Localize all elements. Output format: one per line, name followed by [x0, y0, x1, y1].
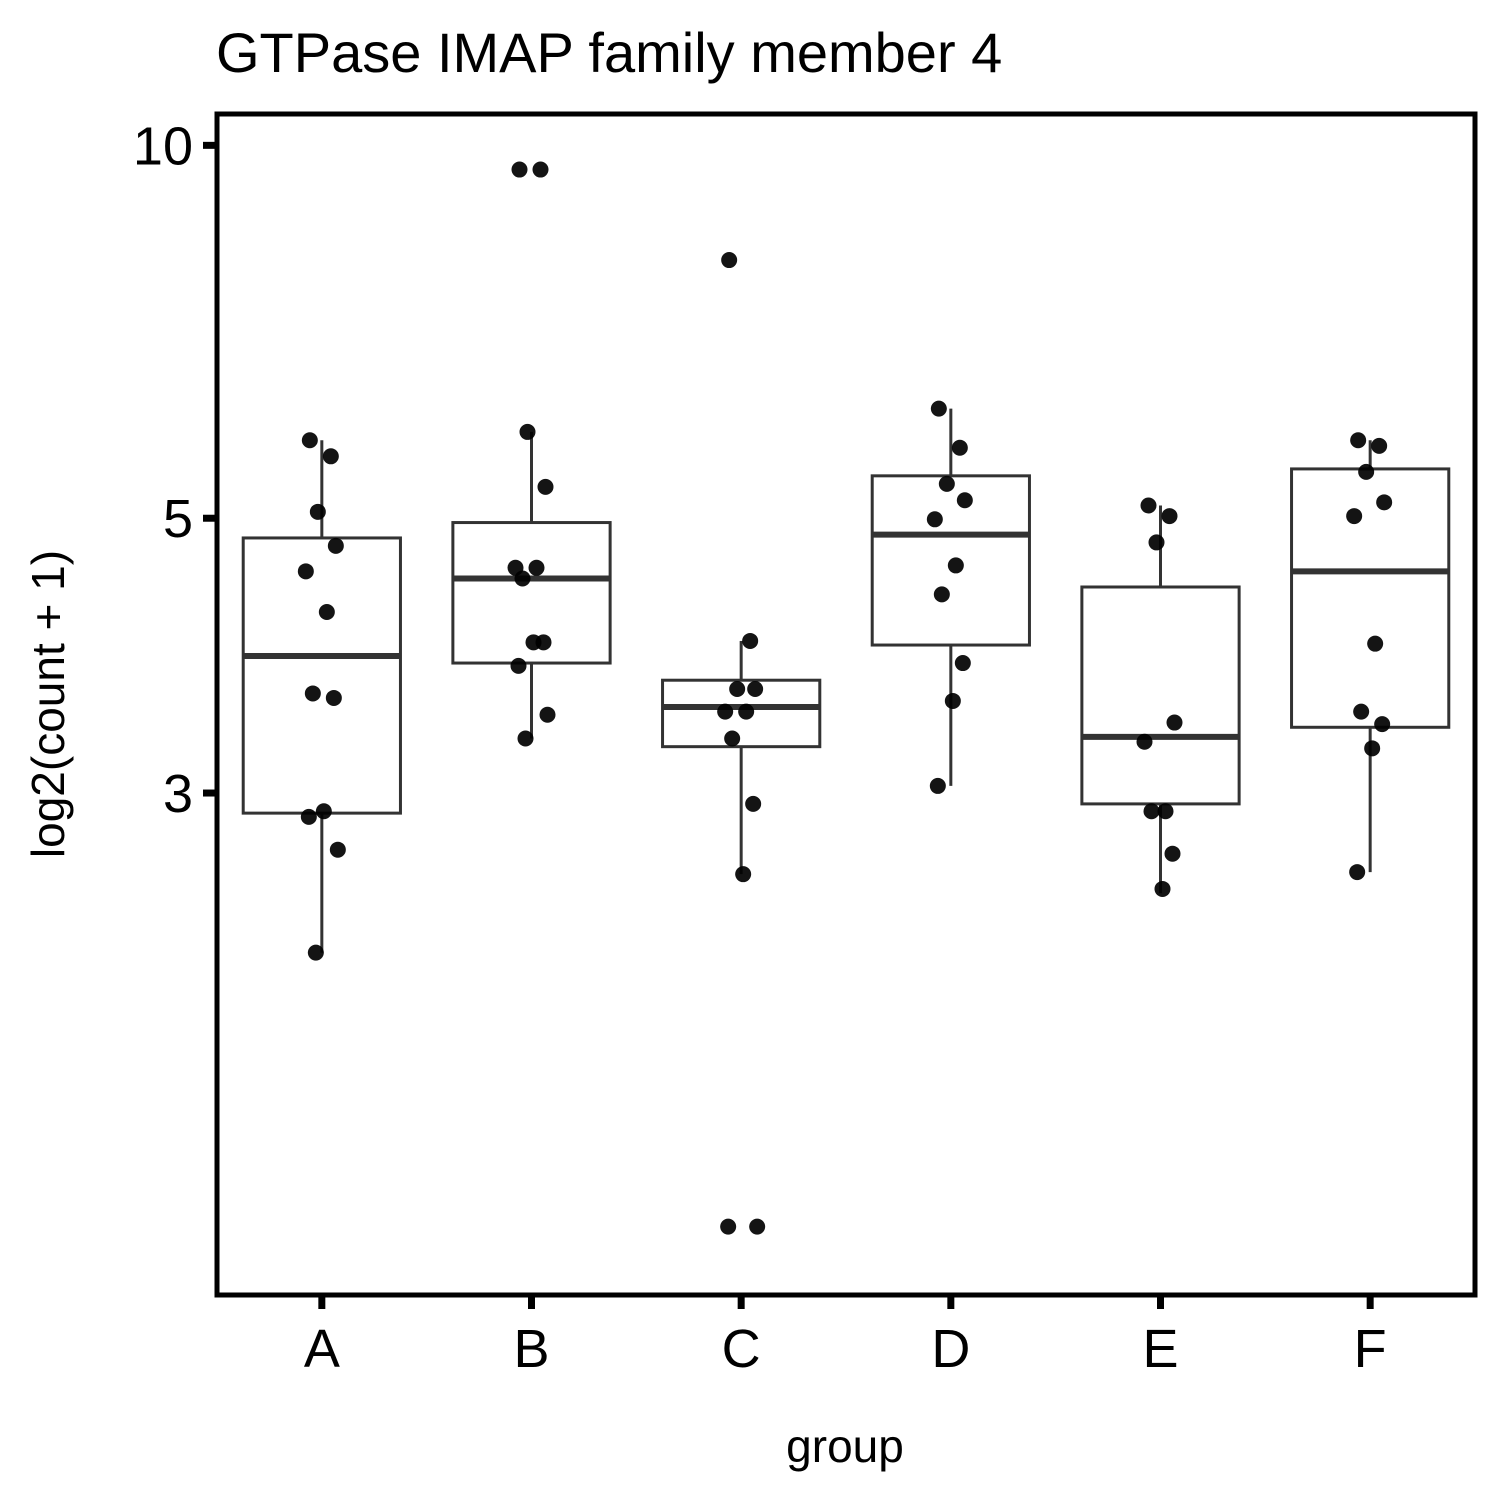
data-point	[1350, 432, 1367, 449]
data-point	[747, 681, 764, 698]
points-A	[297, 432, 346, 961]
data-point	[325, 689, 342, 706]
data-point	[1346, 508, 1363, 525]
data-point	[1376, 494, 1393, 511]
data-point	[735, 866, 752, 883]
data-point	[929, 777, 946, 794]
data-point	[315, 803, 332, 820]
data-point	[930, 400, 947, 417]
box-E	[1080, 505, 1241, 894]
data-point	[517, 730, 534, 747]
x-tick-label: B	[513, 1319, 549, 1379]
x-tick-label: F	[1354, 1319, 1387, 1379]
box-C	[661, 640, 822, 875]
data-point	[1349, 864, 1366, 881]
data-point	[514, 570, 531, 587]
data-point	[749, 1218, 766, 1235]
data-point	[1157, 803, 1174, 820]
x-tick-label: D	[931, 1319, 970, 1379]
data-point	[1164, 845, 1181, 862]
data-point	[1154, 880, 1171, 897]
data-point	[1364, 740, 1381, 757]
data-point	[1136, 733, 1153, 750]
y-axis-title: log2(count + 1)	[22, 550, 74, 858]
data-point	[926, 511, 943, 528]
data-point	[1353, 703, 1370, 720]
data-point	[944, 692, 961, 709]
data-point	[745, 795, 762, 812]
points-D	[926, 400, 973, 794]
data-point	[724, 730, 741, 747]
points-B	[507, 161, 556, 747]
box-A	[241, 440, 402, 953]
points-C	[717, 252, 766, 1235]
data-point	[301, 432, 318, 449]
data-point	[1374, 716, 1391, 733]
box-B	[451, 431, 612, 739]
data-point	[322, 448, 339, 465]
x-axis: A B C D E F	[304, 1295, 1387, 1379]
x-tick-label: A	[304, 1319, 340, 1379]
data-point	[519, 423, 536, 440]
data-point	[511, 161, 528, 178]
data-point	[307, 944, 324, 961]
data-point	[532, 161, 549, 178]
data-point	[1161, 508, 1178, 525]
data-point	[309, 503, 326, 520]
plot-border	[214, 111, 1478, 1298]
data-point	[954, 655, 971, 672]
data-point	[717, 703, 734, 720]
data-point	[947, 557, 964, 574]
box-D	[870, 408, 1031, 786]
data-point	[528, 559, 545, 576]
data-point	[525, 634, 542, 651]
y-tick-label: 5	[163, 489, 193, 549]
data-point	[1367, 635, 1384, 652]
points-F	[1346, 432, 1393, 881]
data-point	[956, 492, 973, 509]
data-point	[304, 685, 321, 702]
y-axis: 3 5 10	[133, 116, 217, 824]
data-point	[933, 586, 950, 603]
data-point	[729, 681, 746, 698]
data-point	[1371, 437, 1388, 454]
data-point	[510, 657, 527, 674]
data-point	[938, 475, 955, 492]
data-point	[318, 604, 335, 621]
data-point	[1166, 714, 1183, 731]
data-point	[720, 1218, 737, 1235]
data-point	[951, 439, 968, 456]
y-tick-label: 3	[163, 764, 193, 824]
data-point	[738, 703, 755, 720]
box-body	[1080, 585, 1241, 806]
data-point	[300, 808, 317, 825]
y-tick-label: 10	[133, 116, 193, 176]
data-point	[539, 706, 556, 723]
box-body	[1290, 467, 1451, 729]
box-F	[1290, 440, 1451, 873]
plot-area	[241, 161, 1451, 1235]
data-point	[327, 537, 344, 554]
points-E	[1136, 497, 1183, 897]
chart-title: GTPase IMAP family member 4	[216, 21, 1002, 84]
data-point	[1358, 463, 1375, 480]
data-point	[721, 252, 738, 269]
data-point	[297, 563, 314, 580]
data-point	[537, 478, 554, 495]
data-point	[329, 841, 346, 858]
box-body	[241, 536, 402, 815]
data-point	[742, 632, 759, 649]
x-axis-title: group	[786, 1420, 904, 1472]
data-point	[1148, 534, 1165, 551]
x-tick-label: E	[1142, 1319, 1178, 1379]
data-point	[1143, 803, 1160, 820]
x-tick-label: C	[722, 1319, 761, 1379]
data-point	[1140, 497, 1157, 514]
